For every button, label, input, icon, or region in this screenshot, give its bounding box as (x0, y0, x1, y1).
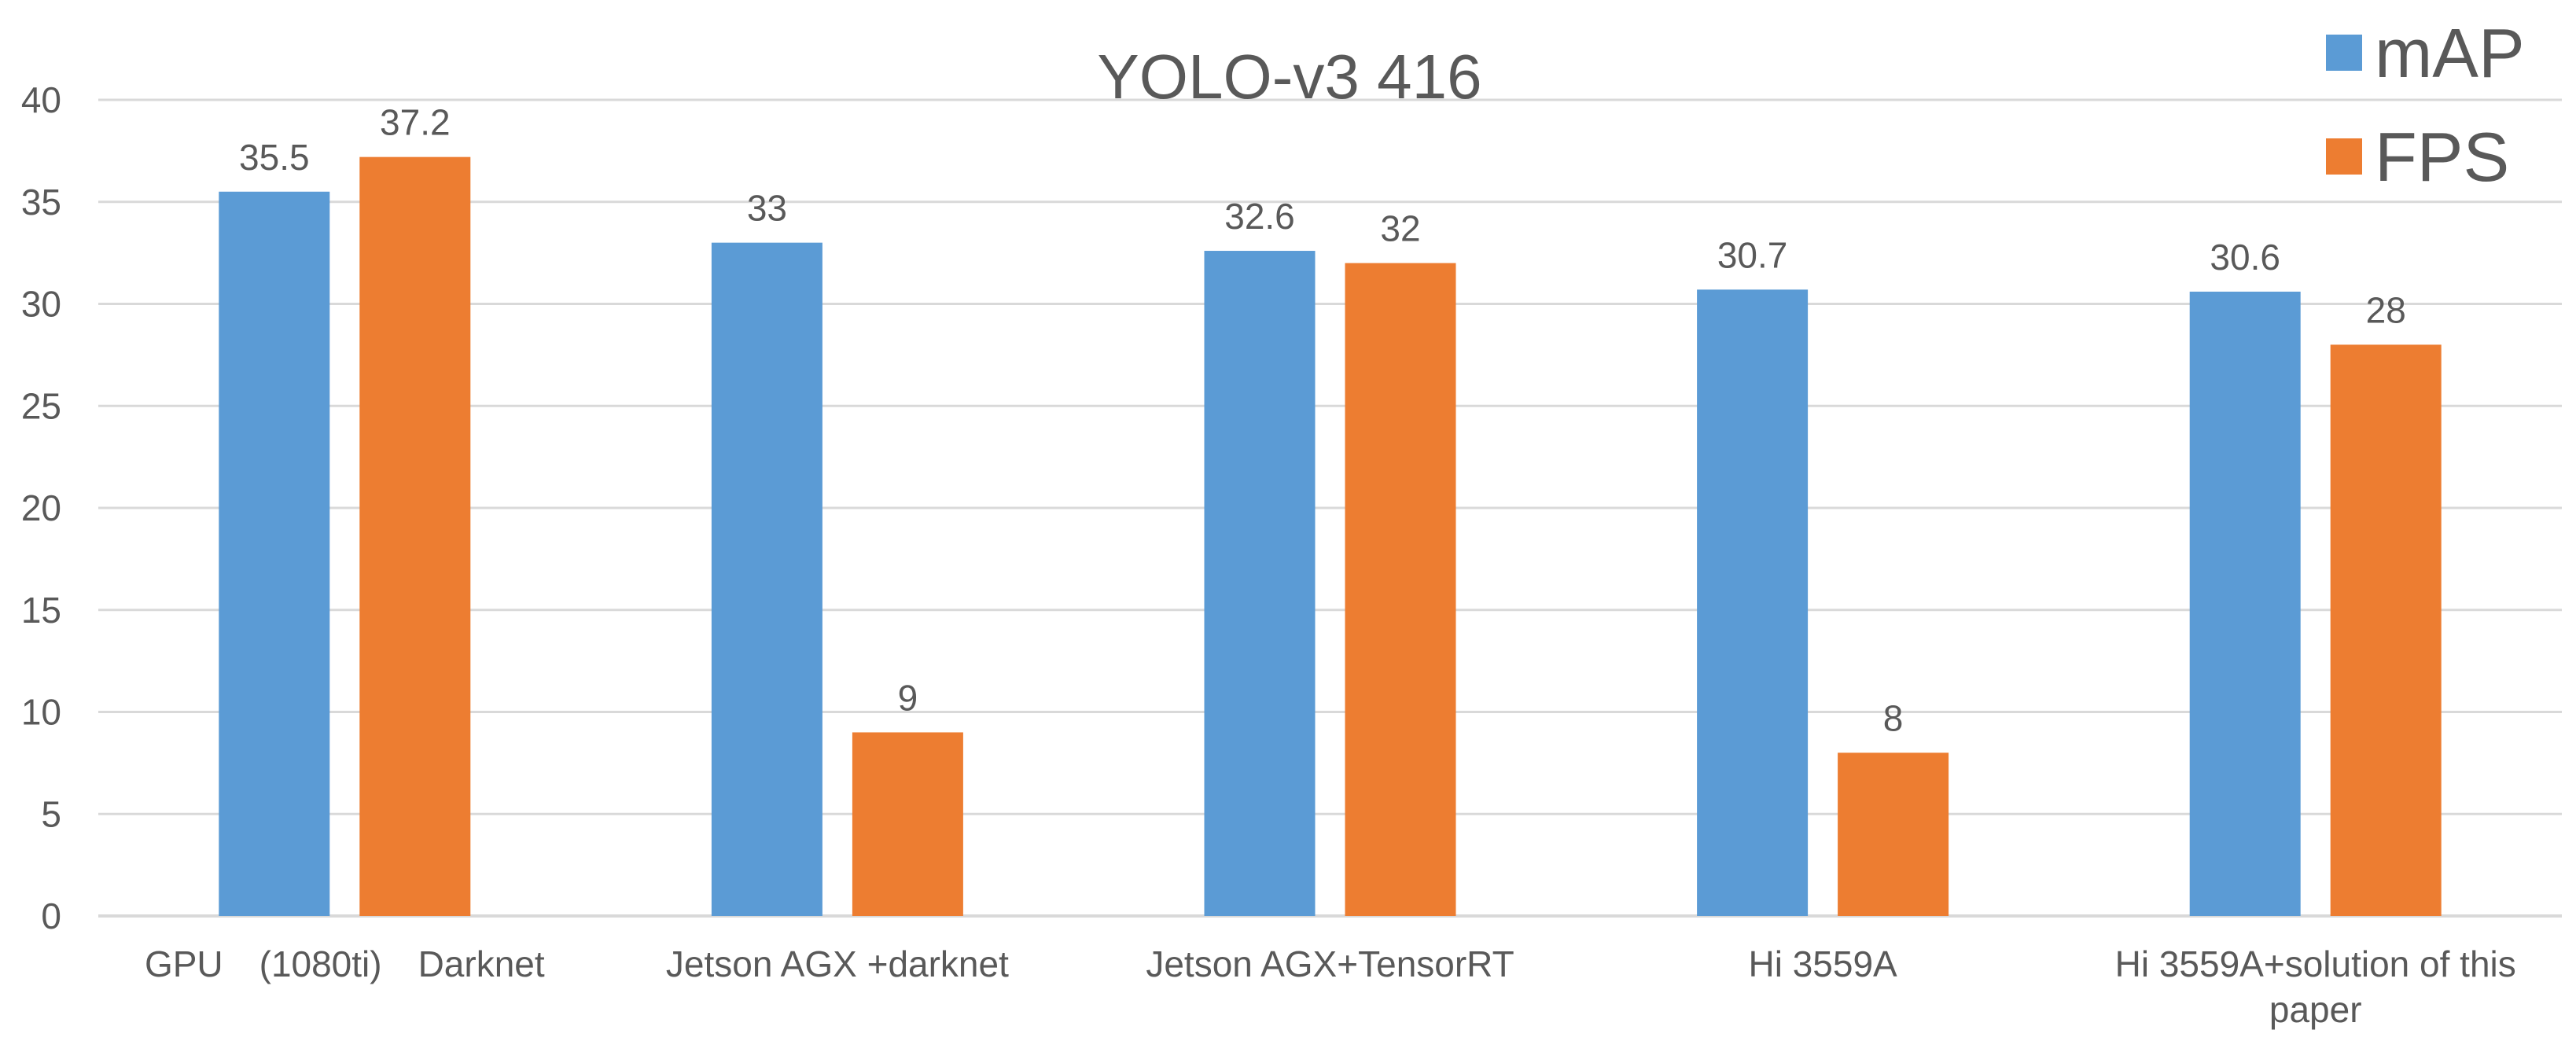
gridlines (98, 98, 2562, 918)
bar-fps-0 (359, 156, 471, 916)
y-tick-label: 15 (21, 590, 61, 631)
bars (219, 156, 2442, 917)
data-label-map-4: 30.6 (2210, 237, 2280, 278)
category-label-0: GPU (1080ti) Darknet (145, 943, 545, 984)
category-label-4: Hi 3559A+solution of this paper (2115, 943, 2516, 1030)
y-tick-label: 20 (21, 487, 61, 528)
bar-map-3 (1697, 289, 1809, 917)
data-label-fps-0: 37.2 (380, 102, 451, 143)
category-label-line: Hi 3559A (1748, 943, 1897, 984)
category-label-1: Jetson AGX +darknet (666, 943, 1009, 984)
data-label-fps-4: 28 (2366, 289, 2406, 330)
category-label-line: paper (2269, 989, 2362, 1030)
data-label-fps-1: 9 (898, 677, 918, 718)
y-tick-label: 40 (21, 79, 61, 120)
y-tick-label: 0 (41, 896, 61, 936)
y-tick-label: 5 (41, 793, 61, 834)
legend-label-fps: FPS (2375, 118, 2509, 196)
data-label-map-1: 33 (747, 188, 787, 229)
category-label-line: GPU (1080ti) Darknet (145, 943, 545, 984)
legend-swatch-fps (2326, 138, 2362, 175)
bar-fps-4 (2330, 344, 2442, 916)
bar-fps-3 (1838, 752, 1949, 916)
bar-map-0 (219, 191, 330, 916)
y-axis-tick-labels: 0 5 10 15 20 25 30 35 40 (21, 79, 61, 936)
y-tick-label: 10 (21, 692, 61, 733)
data-label-map-2: 32.6 (1224, 196, 1295, 237)
data-label-map-3: 30.7 (1717, 234, 1788, 275)
category-label-line: Hi 3559A+solution of this (2115, 943, 2516, 984)
y-tick-label: 35 (21, 182, 61, 223)
data-label-fps-3: 8 (1883, 697, 1904, 738)
data-label-fps-2: 32 (1380, 208, 1420, 249)
bar-map-2 (1204, 251, 1316, 916)
category-label-line: Jetson AGX+TensorRT (1146, 943, 1514, 984)
category-label-2: Jetson AGX+TensorRT (1146, 943, 1514, 984)
bar-fps-2 (1345, 263, 1456, 917)
bar-map-4 (2189, 291, 2301, 916)
y-tick-label: 30 (21, 284, 61, 325)
data-labels: 35.5 37.2 33 9 32.6 32 30.7 8 30.6 28 (239, 102, 2406, 739)
chart-title: YOLO-v3 416 (1097, 42, 1481, 112)
category-labels: GPU (1080ti) Darknet Jetson AGX +darknet J… (145, 943, 2516, 1030)
data-label-map-0: 35.5 (239, 137, 310, 178)
category-label-3: Hi 3559A (1748, 943, 1897, 984)
legend: mAP FPS (2326, 14, 2525, 196)
legend-swatch-map (2326, 35, 2362, 71)
y-tick-label: 25 (21, 385, 61, 426)
category-label-line: Jetson AGX +darknet (666, 943, 1009, 984)
bar-fps-1 (852, 732, 963, 916)
bar-map-1 (711, 242, 822, 916)
legend-label-map: mAP (2375, 14, 2525, 92)
